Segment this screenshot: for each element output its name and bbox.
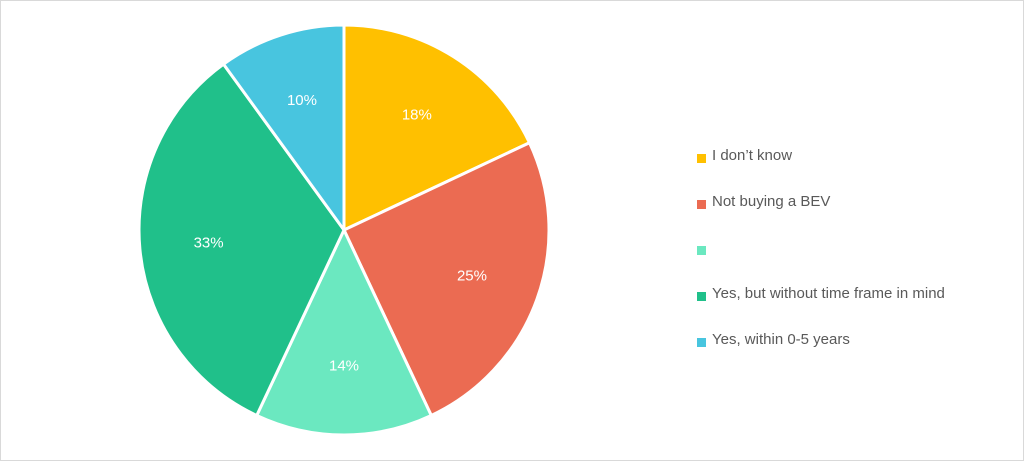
legend-label-i-dont-know: I don’t know [712, 147, 793, 164]
data-label-unlabeled: 14% [329, 358, 359, 375]
legend-swatch-unlabeled [697, 246, 706, 255]
pie-slice-yes-but-without-time-frame-in-mind [137, 62, 346, 417]
data-label-i-don-t-know: 18% [402, 107, 432, 124]
legend-label-not-buying-a-bev: Not buying a BEV [712, 193, 831, 210]
legend-label-yes-within-0-5-years: Yes, within 0-5 years [712, 331, 850, 348]
legend-swatch-yes-within-0-5-years [697, 338, 706, 347]
data-label-yes-within-0-5-years: 10% [287, 92, 317, 109]
legend-swatch-not-buying-a-bev [697, 200, 706, 209]
pie-slice-i-don-t-know [342, 23, 531, 232]
pie-slice-not-buying-a-bev [342, 141, 551, 417]
data-label-not-buying-a-bev: 25% [457, 268, 487, 285]
pie-slice-yes-within-0-5-years [222, 23, 346, 232]
legend-label-yes-without-time-frame: Yes, but without time frame in mind [712, 285, 945, 302]
pie-slice-unlabeled [255, 228, 433, 437]
legend-swatch-yes-without-time-frame [697, 292, 706, 301]
data-label-yes-but-without-time-frame-in-mind: 33% [194, 234, 224, 251]
legend-swatch-i-dont-know [697, 154, 706, 163]
